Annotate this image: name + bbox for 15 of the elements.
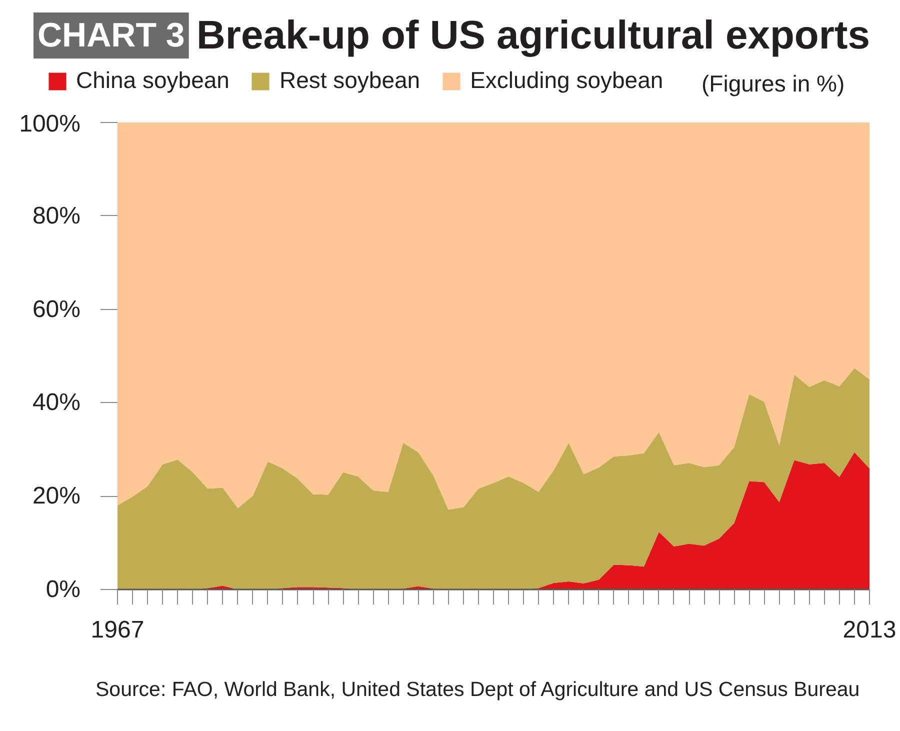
- source-note: Source: FAO, World Bank, United States Dept of Agriculture and US Census Bureau: [96, 678, 860, 701]
- legend-label: China soybean: [76, 67, 230, 94]
- chart-subtitle: (Figures in %): [702, 70, 845, 96]
- x-tick-label: 2013: [842, 616, 896, 644]
- y-tick-label: 0%: [46, 576, 80, 603]
- x-tick-label: 1967: [90, 616, 144, 644]
- caption: CHART 3: [38, 16, 185, 54]
- y-tick-label: 60%: [32, 296, 81, 323]
- y-tick-label: 80%: [32, 202, 81, 230]
- y-tick-label: 100%: [19, 110, 81, 138]
- legend-label: Rest soybean: [279, 67, 420, 94]
- chart-title: Break-up of US agricultural exports: [196, 14, 870, 58]
- legend-label: Excluding soybean: [470, 67, 664, 94]
- y-tick-label: 40%: [32, 389, 81, 416]
- y-tick-label: 20%: [32, 482, 81, 510]
